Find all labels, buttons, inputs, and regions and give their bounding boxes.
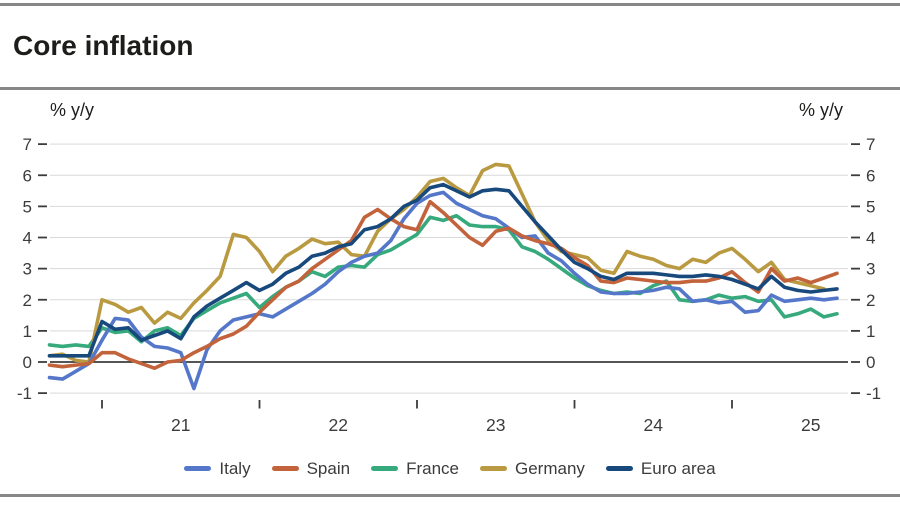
- legend-label: Italy: [219, 458, 251, 478]
- chart-title: Core inflation: [13, 30, 194, 61]
- x-year-label: 24: [644, 415, 664, 435]
- x-year-label: 23: [486, 415, 505, 435]
- legend-label: Spain: [306, 458, 351, 478]
- x-year-label: 22: [329, 415, 348, 435]
- y-tick-label-right: 5: [866, 197, 875, 216]
- top-divider: [0, 3, 900, 6]
- x-axis: 21 22 23 24 25: [101, 400, 820, 435]
- legend-item-germany: Germany: [480, 460, 585, 477]
- legend-swatch: [480, 465, 507, 471]
- legend-label: France: [406, 458, 459, 478]
- legend-item-euro-area: Euro area: [605, 458, 716, 478]
- legend-item-spain: Spain: [271, 458, 351, 478]
- y-axis-unit-left: % y/y: [50, 100, 94, 120]
- axis-unit-labels: % y/y % y/y: [50, 100, 843, 120]
- series-line-italy: [47, 190, 839, 391]
- y-tick-label-right: 4: [866, 229, 875, 248]
- y-tick-label-right: 3: [866, 260, 875, 279]
- legend-swatch: [184, 465, 212, 471]
- bottom-divider: [0, 494, 900, 497]
- legend-label: Germany: [515, 458, 585, 478]
- x-year-label: 21: [171, 415, 190, 435]
- legend-swatch: [605, 465, 633, 471]
- series-line-spain: [47, 199, 839, 370]
- title-divider: [0, 87, 900, 90]
- y-tick-label-left: 7: [23, 135, 32, 154]
- y-tick-label-right: -1: [866, 384, 881, 403]
- legend-swatch: [271, 465, 299, 471]
- chart-legend: Italy Spain France Germany Euro area: [0, 454, 900, 482]
- y-axis-unit-right: % y/y: [799, 100, 843, 120]
- legend-item-italy: Italy: [184, 458, 251, 478]
- y-tick-label-left: 0: [23, 353, 32, 372]
- legend-label: Euro area: [640, 458, 716, 478]
- y-tick-label-left: 2: [23, 291, 32, 310]
- y-tick-label-left: 1: [23, 322, 32, 341]
- legend-item-france: France: [371, 460, 459, 477]
- series-lines: [47, 162, 839, 391]
- legend-swatch: [371, 465, 399, 471]
- series-line-germany: [47, 162, 826, 364]
- y-tick-label-right: 6: [866, 166, 875, 185]
- y-tick-label-right: 7: [866, 135, 875, 154]
- y-tick-label-left: -1: [17, 384, 32, 403]
- y-tick-label-right: 1: [866, 322, 875, 341]
- y-tick-label-left: 6: [23, 166, 32, 185]
- y-tick-label-left: 3: [23, 260, 32, 279]
- series-line-france: [47, 213, 839, 349]
- x-year-label: 25: [801, 415, 820, 435]
- axis-ticks: [38, 143, 860, 395]
- y-tick-label-right: 2: [866, 291, 875, 310]
- series-line-euro-area: [47, 182, 839, 358]
- y-tick-label-left: 5: [23, 197, 32, 216]
- y-tick-label-left: 4: [23, 229, 32, 248]
- y-tick-label-right: 0: [866, 353, 875, 372]
- axis-tick-labels: 7 7 6 6 5 5 4 4 3 3 2 2 1 1 0 0 -1 -1: [17, 135, 881, 403]
